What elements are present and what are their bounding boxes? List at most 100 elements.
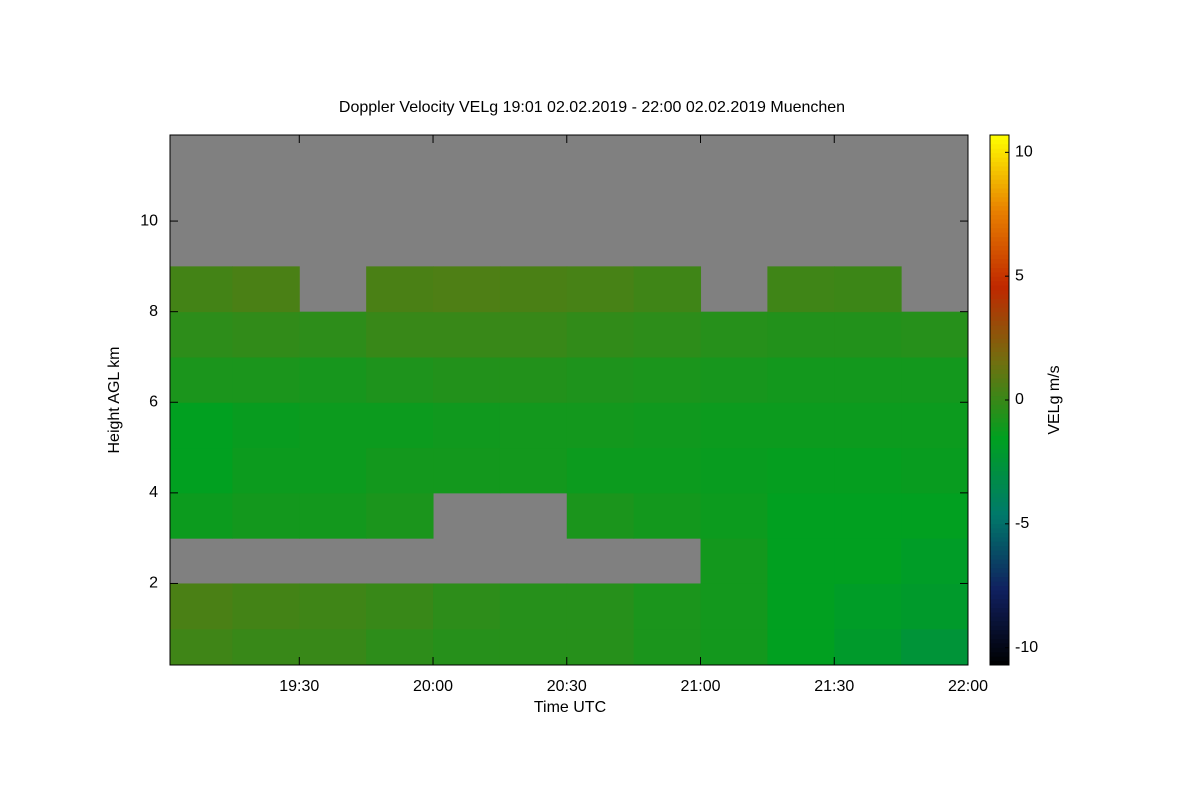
- colorbar-band: [990, 311, 1009, 317]
- colorbar-band: [990, 470, 1009, 476]
- y-tick-label: 8: [149, 303, 158, 320]
- colorbar-band: [990, 514, 1009, 520]
- colorbar-band: [990, 294, 1009, 299]
- colorbar-band: [990, 563, 1009, 569]
- heatmap-cell: [633, 356, 702, 403]
- colorbar-band: [990, 254, 1009, 260]
- heatmap-cell: [767, 447, 835, 494]
- colorbar-band: [990, 607, 1009, 613]
- heatmap-cell: [566, 266, 635, 313]
- colorbar-band: [990, 475, 1009, 480]
- colorbar-band: [990, 267, 1009, 273]
- heatmap-cell: [433, 356, 501, 403]
- chart-title: Doppler Velocity VELg 19:01 02.02.2019 -…: [339, 99, 845, 116]
- heatmap-cell: [767, 583, 835, 630]
- colorbar-band: [990, 395, 1009, 401]
- colorbar-band: [990, 466, 1009, 472]
- y-tick-label: 10: [140, 212, 158, 229]
- heatmap-cell: [232, 266, 300, 313]
- colorbar-band: [990, 629, 1009, 635]
- heatmap-cell: [366, 266, 434, 313]
- colorbar-band: [990, 232, 1009, 238]
- heatmap-cell: [901, 583, 969, 630]
- colorbar-band: [990, 316, 1009, 321]
- x-axis-label: Time UTC: [534, 699, 606, 716]
- colorbar-band: [990, 148, 1009, 154]
- heatmap-cell: [232, 402, 300, 449]
- colorbar-band: [990, 492, 1009, 498]
- x-tick-label: 22:00: [948, 678, 988, 695]
- heatmap-cell: [566, 583, 635, 630]
- heatmap-cell: [366, 356, 434, 403]
- colorbar-band: [990, 192, 1009, 198]
- heatmap-cell: [834, 583, 902, 630]
- heatmap-cell: [366, 447, 434, 494]
- heatmap-cell: [299, 402, 367, 449]
- heatmap-cell: [767, 402, 835, 449]
- heatmap-cell: [433, 402, 501, 449]
- heatmap-cell: [433, 311, 501, 358]
- heatmap-cell: [901, 356, 969, 403]
- y-axis-label: Height AGL km: [106, 346, 123, 453]
- colorbar-band: [990, 536, 1009, 542]
- heatmap-cell: [633, 492, 702, 539]
- colorbar-band: [990, 554, 1009, 560]
- colorbar-band: [990, 598, 1009, 604]
- colorbar-band: [990, 218, 1009, 224]
- heatmap-cell: [299, 492, 367, 539]
- colorbar-band: [990, 616, 1009, 622]
- heatmap-cell: [834, 356, 902, 403]
- heatmap-cell: [170, 492, 233, 539]
- heatmap-cell: [170, 447, 233, 494]
- colorbar-band: [990, 625, 1009, 631]
- heatmap-cell: [700, 311, 768, 358]
- colorbar-band: [990, 165, 1009, 171]
- colorbar-band: [990, 541, 1009, 547]
- heatmap-cell: [366, 402, 434, 449]
- y-tick-label: 2: [149, 575, 158, 592]
- colorbar-band: [990, 510, 1009, 516]
- heatmap-cell: [232, 447, 300, 494]
- colorbar-band: [990, 417, 1009, 423]
- heatmap-cell: [232, 356, 300, 403]
- x-tick-label: 20:00: [413, 678, 453, 695]
- colorbar-band: [990, 157, 1009, 162]
- heatmap-cell: [901, 311, 969, 358]
- colorbar-band: [990, 373, 1009, 379]
- y-tick-label: 4: [149, 484, 158, 501]
- colorbar-band: [990, 545, 1009, 551]
- heatmap-cell: [170, 628, 233, 666]
- colorbar-band: [990, 589, 1009, 595]
- colorbar-band: [990, 576, 1009, 582]
- colorbar-band: [990, 135, 1009, 140]
- colorbar-band: [990, 483, 1009, 489]
- colorbar-band: [990, 413, 1009, 419]
- heatmap-cell: [901, 447, 969, 494]
- colorbar-band: [990, 223, 1009, 229]
- heatmap-cell: [767, 492, 835, 539]
- colorbar-band: [990, 298, 1009, 304]
- colorbar-band: [990, 386, 1009, 392]
- colorbar-band: [990, 488, 1009, 494]
- colorbar-tick-label: 5: [1015, 267, 1024, 284]
- heatmap-cell: [566, 628, 635, 666]
- colorbar-band: [990, 245, 1009, 251]
- heatmap-cell: [633, 583, 702, 630]
- colorbar-band: [990, 453, 1009, 458]
- heatmap-cell: [767, 311, 835, 358]
- colorbar-tick-label: -10: [1015, 639, 1038, 656]
- colorbar-band: [990, 612, 1009, 617]
- colorbar-band: [990, 439, 1009, 445]
- heatmap-cell: [700, 628, 768, 666]
- colorbar-band: [990, 408, 1009, 414]
- colorbar-band: [990, 506, 1009, 511]
- heatmap-cell: [566, 311, 635, 358]
- heatmap-cell: [170, 356, 233, 403]
- colorbar-band: [990, 276, 1009, 282]
- heatmap-cell: [767, 356, 835, 403]
- heatmap-cell: [700, 447, 768, 494]
- heatmap-cell: [170, 583, 233, 630]
- heatmap-cell: [901, 628, 969, 666]
- heatmap-cell: [170, 266, 233, 313]
- x-tick-label: 19:30: [279, 678, 319, 695]
